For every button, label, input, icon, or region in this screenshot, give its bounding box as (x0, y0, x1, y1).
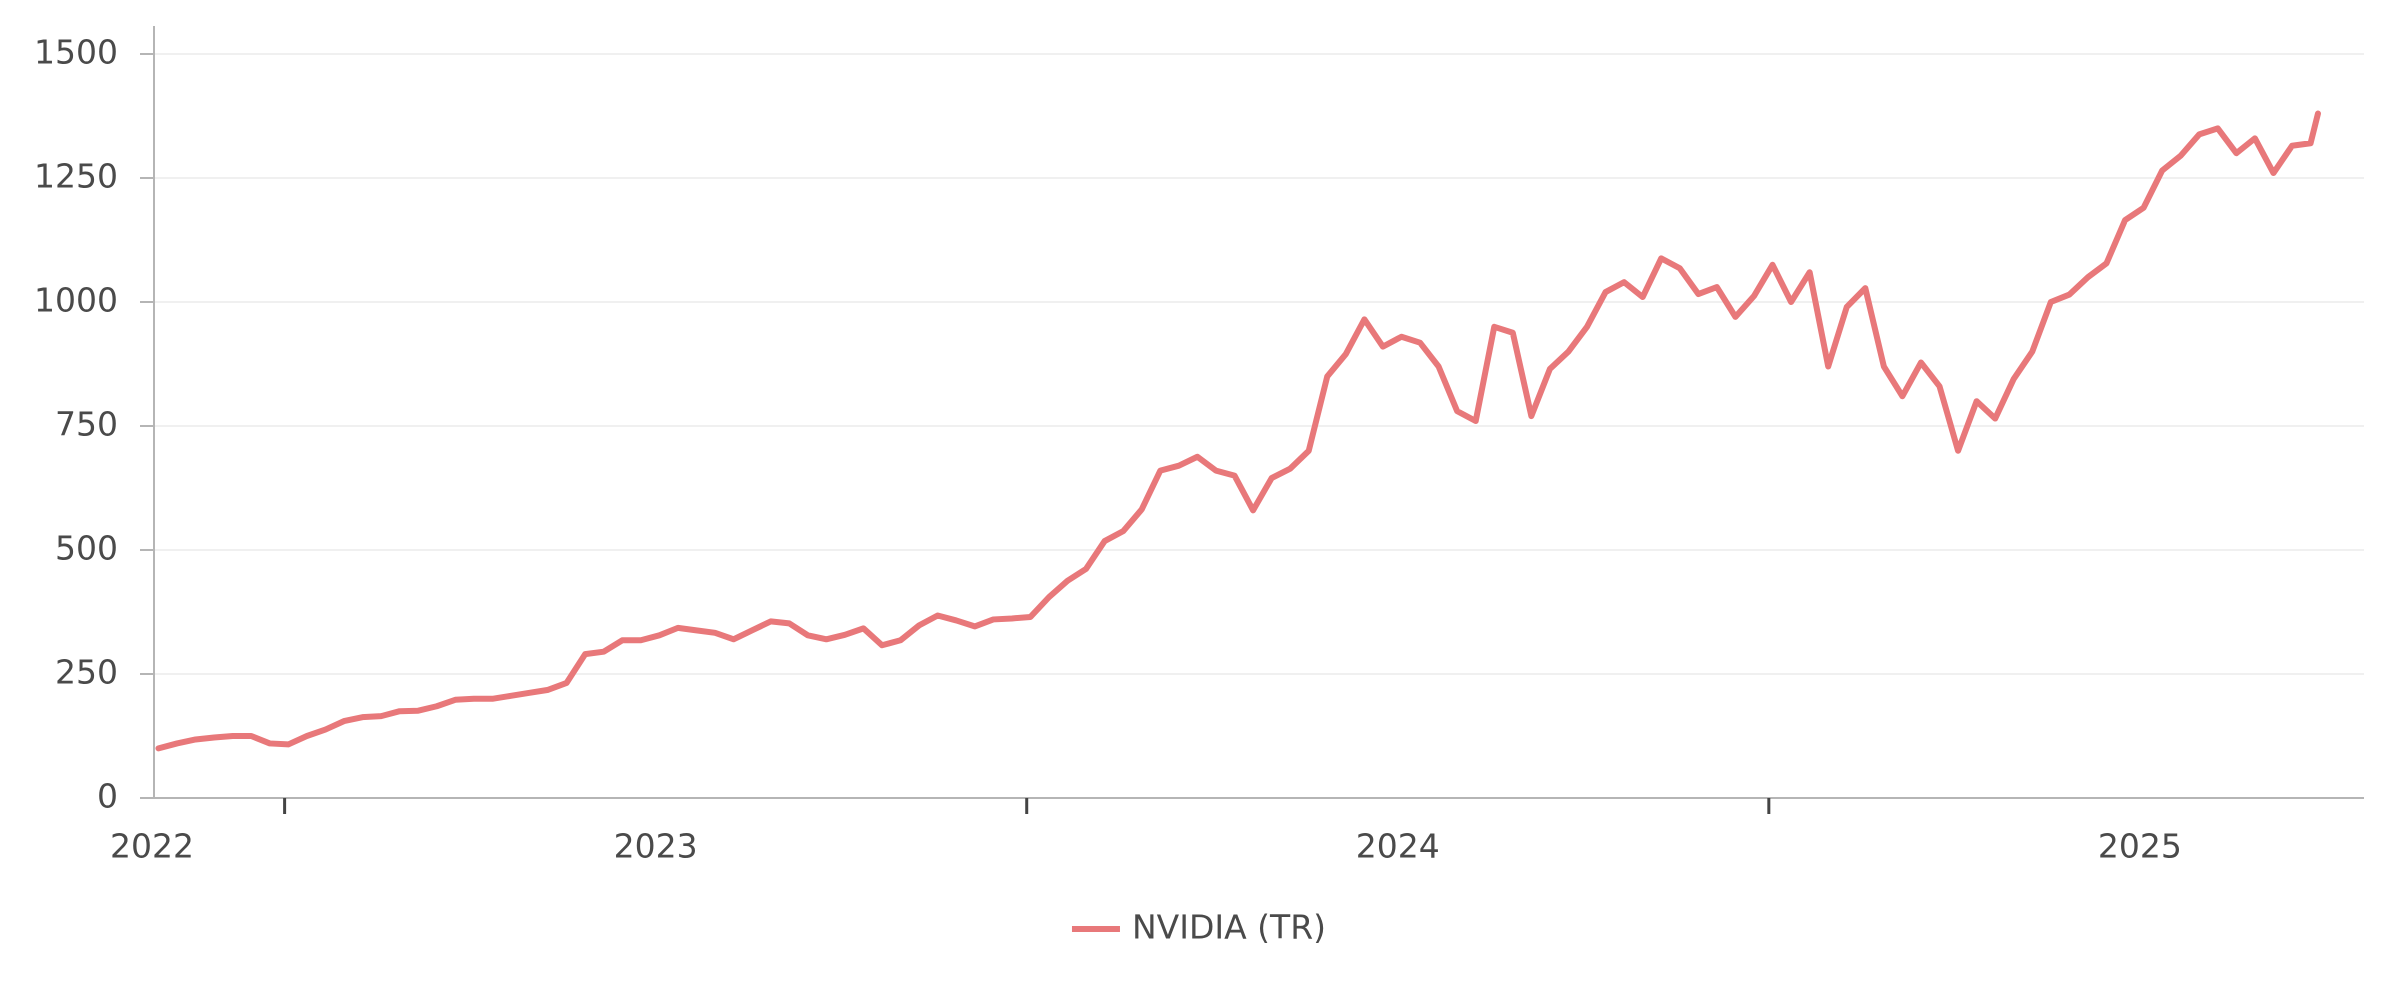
y-tick-label: 250 (55, 653, 118, 692)
x-tick-label: 2024 (1356, 827, 1440, 866)
y-tick-label: 500 (55, 529, 118, 568)
y-tick-label: 0 (97, 777, 118, 816)
y-tick-label: 1000 (34, 281, 118, 320)
x-tick-label: 2025 (2098, 827, 2182, 866)
y-tick-label: 1250 (34, 157, 118, 196)
legend-label: NVIDIA (TR) (1132, 908, 1326, 947)
x-tick-label: 2023 (614, 827, 698, 866)
y-tick-label: 750 (55, 405, 118, 444)
x-tick-label: 2022 (110, 827, 194, 866)
data-line (155, 110, 2321, 752)
y-tick-label: 1500 (34, 33, 118, 72)
legend: NVIDIA (TR) (1071, 908, 1326, 947)
